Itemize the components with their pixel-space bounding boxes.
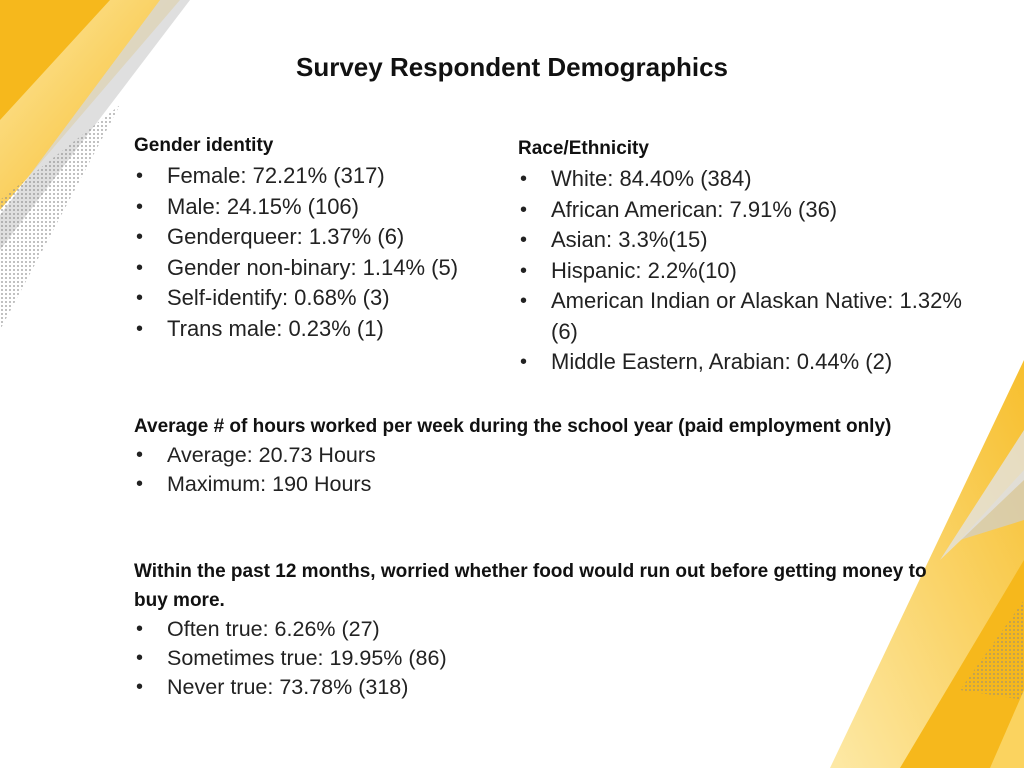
list-item: • Hispanic: 2.2%(10): [518, 256, 968, 287]
hours-heading: Average # of hours worked per week durin…: [134, 416, 892, 437]
gender-heading: Gender identity: [134, 135, 274, 156]
list-item: • Maximum: 190 Hours: [134, 470, 934, 499]
bullet-icon: •: [520, 259, 528, 282]
hours-list: • Average: 20.73 Hours • Maximum: 190 Hour…: [134, 441, 934, 499]
bullet-icon: •: [136, 226, 144, 248]
list-item: • Self-identify: 0.68% (3): [134, 283, 494, 314]
race-heading: Race/Ethnicity: [518, 138, 649, 159]
list-item: • Gender non-binary: 1.14% (5): [134, 253, 494, 284]
bullet-icon: •: [136, 256, 144, 279]
list-item: • Middle Eastern, Arabian: 0.44% (2): [518, 347, 968, 378]
food-list: • Often true: 6.26% (27) • Sometimes true:…: [134, 615, 934, 702]
list-item: • Male: 24.15% (106): [134, 192, 494, 223]
gender-list: • Female: 72.21% (317) • Male: 24.15% (106…: [134, 161, 494, 344]
list-item: • Never true: 73.78% (318): [134, 673, 934, 702]
bullet-icon: •: [136, 618, 144, 640]
list-item: • Genderqueer: 1.37% (6): [134, 222, 494, 253]
bullet-icon: •: [136, 647, 144, 669]
slide-title: Survey Respondent Demographics: [296, 52, 728, 82]
bullet-icon: •: [520, 229, 528, 251]
bullet-icon: •: [520, 290, 528, 312]
list-item: • African American: 7.91% (36): [518, 195, 968, 226]
bullet-icon: •: [136, 287, 144, 309]
bullet-icon: •: [136, 444, 144, 466]
list-item: • American Indian or Alaskan Native: 1.32…: [520, 288, 962, 344]
list-item: • Trans male: 0.23% (1): [134, 314, 494, 345]
bullet-icon: •: [520, 198, 528, 221]
bullet-icon: •: [136, 165, 144, 187]
bullet-icon: •: [520, 168, 528, 190]
food-section: Within the past 12 months, worried wheth…: [134, 557, 934, 702]
list-item: • Female: 72.21% (317): [134, 161, 494, 192]
gender-section: Gender identity • Female: 72.21% (317) • M…: [134, 131, 494, 344]
list-item: • Asian: 3.3%(15): [518, 225, 968, 256]
race-list: • White: 84.40% (384) • African American: …: [518, 164, 968, 378]
list-item: • Often true: 6.26% (27): [134, 615, 934, 644]
bullet-icon: •: [136, 473, 144, 495]
food-heading: Within the past 12 months, worried wheth…: [134, 561, 927, 611]
bullet-icon: •: [136, 676, 144, 698]
hours-section: Average # of hours worked per week durin…: [134, 412, 934, 499]
bullet-icon: •: [136, 317, 144, 340]
race-section: Race/Ethnicity • White: 84.40% (384) • Afr…: [518, 134, 968, 378]
bullet-icon: •: [520, 351, 528, 373]
list-item: • Average: 20.73 Hours: [134, 441, 934, 470]
bullet-icon: •: [136, 195, 144, 218]
list-item: • White: 84.40% (384): [518, 164, 968, 195]
list-item: • Sometimes true: 19.95% (86): [134, 644, 934, 673]
